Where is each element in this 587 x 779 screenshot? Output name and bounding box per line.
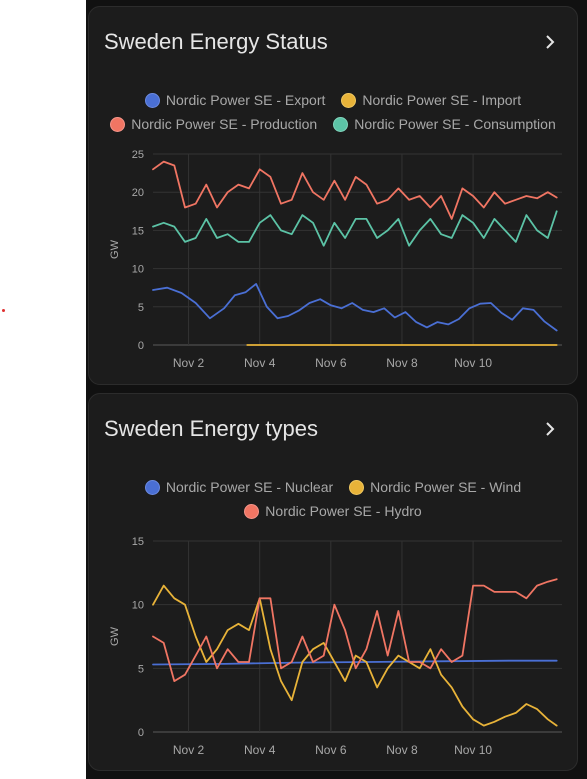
y-tick-label: 10 [132, 264, 144, 276]
legend-dot-icon [144, 92, 160, 108]
y-tick-label: 5 [138, 302, 144, 314]
legend-dot-icon [333, 116, 349, 132]
series-line-production [152, 160, 558, 220]
y-axis-label: GW [109, 239, 121, 259]
y-tick-label: 15 [132, 536, 144, 548]
legend-dot-icon [349, 479, 365, 495]
energy-types-chart: 0 5 10 15 Nov 2 Nov 4 Nov 6 Nov 8 Nov 10 GW [109, 536, 562, 757]
legend-dot-icon [110, 116, 126, 132]
y-tick-label: 20 [132, 187, 144, 199]
card-title: Sweden Energy Status [104, 29, 328, 54]
x-tick-label: Nov 2 [173, 356, 205, 370]
legend-dot-icon [144, 479, 160, 495]
legend-row: Nordic Power SE - Nuclear Nordic Power S… [89, 479, 577, 495]
legend-item-consumption[interactable]: Nordic Power SE - Consumption [333, 116, 556, 132]
legend-row: Nordic Power SE - Export Nordic Power SE… [89, 92, 577, 108]
card-energy-status: Sweden Energy Status Nordic Power SE - E… [88, 6, 578, 385]
marker-dot [2, 309, 5, 312]
x-tick-label: Nov 2 [173, 743, 205, 757]
energy-status-chart: 0 5 10 15 20 25 Nov 2 Nov 4 Nov 6 Nov 8 Nov 10 GW [109, 149, 562, 370]
legend-label: Nordic Power SE - Nuclear [165, 479, 334, 495]
legend-item-production[interactable]: Nordic Power SE - Production [110, 116, 317, 132]
y-tick-label: 15 [132, 225, 144, 237]
y-tick-label: 10 [132, 600, 144, 612]
card-energy-types: Sweden Energy types Nordic Power SE - Nu… [88, 393, 578, 771]
legend-label: Nordic Power SE - Hydro [265, 503, 422, 519]
x-tick-label: Nov 8 [386, 356, 418, 370]
legend-item-import[interactable]: Nordic Power SE - Import [341, 92, 521, 108]
legend-dot-icon [341, 92, 357, 108]
series-line-export [152, 283, 558, 332]
y-tick-label: 0 [138, 340, 144, 352]
chevron-right-icon[interactable] [541, 420, 559, 438]
chevron-right-icon[interactable] [541, 33, 559, 51]
legend-item-export[interactable]: Nordic Power SE - Export [144, 92, 326, 108]
legend-row: Nordic Power SE - Hydro [89, 503, 577, 519]
x-tick-label: Nov 6 [315, 356, 347, 370]
x-tick-label: Nov 4 [244, 743, 276, 757]
legend-item-wind[interactable]: Nordic Power SE - Wind [349, 479, 521, 495]
y-axis-label: GW [109, 626, 121, 646]
legend-label: Nordic Power SE - Consumption [354, 116, 556, 132]
series-line-hydro [152, 578, 558, 682]
legend-dot-icon [244, 503, 260, 519]
legend-item-nuclear[interactable]: Nordic Power SE - Nuclear [144, 479, 334, 495]
legend-label: Nordic Power SE - Wind [370, 479, 522, 495]
y-tick-label: 5 [138, 663, 144, 675]
legend-item-hydro[interactable]: Nordic Power SE - Hydro [244, 503, 422, 519]
series-line-wind [152, 584, 558, 727]
x-tick-label: Nov 4 [244, 356, 276, 370]
legend-label: Nordic Power SE - Production [131, 116, 318, 132]
x-tick-label: Nov 6 [315, 743, 347, 757]
legend-row: Nordic Power SE - Production Nordic Powe… [89, 116, 577, 132]
y-tick-label: 0 [138, 727, 144, 739]
y-tick-label: 25 [132, 149, 144, 161]
series-line-consumption [152, 210, 558, 247]
x-tick-label: Nov 8 [386, 743, 418, 757]
x-tick-label: Nov 10 [454, 743, 492, 757]
legend-label: Nordic Power SE - Import [362, 92, 522, 108]
card-title: Sweden Energy types [104, 416, 319, 441]
x-tick-label: Nov 10 [454, 356, 492, 370]
legend-label: Nordic Power SE - Export [165, 92, 326, 108]
